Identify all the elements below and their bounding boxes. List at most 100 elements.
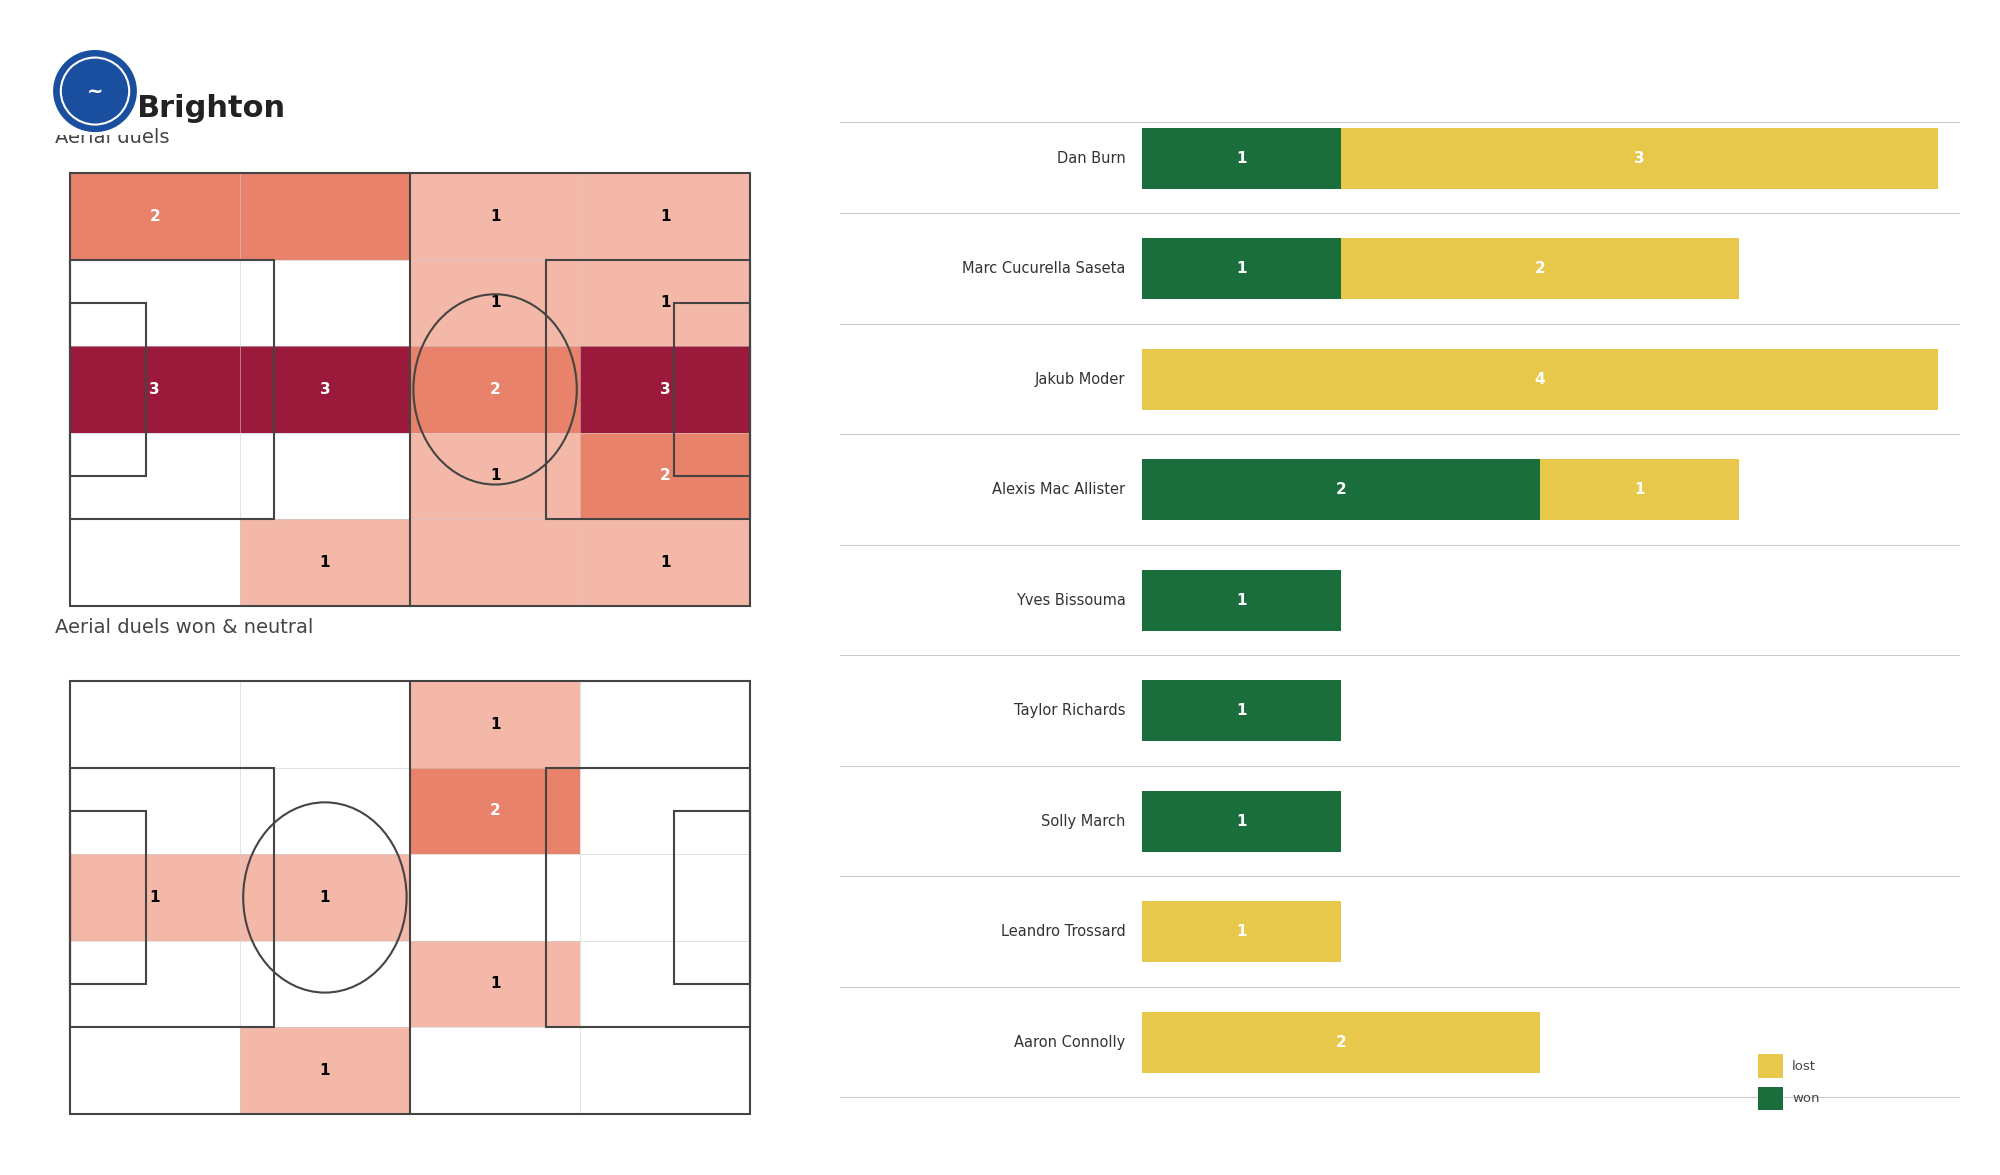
Text: 1: 1	[320, 555, 330, 570]
Bar	[240, 347, 410, 432]
Text: 1: 1	[490, 469, 500, 483]
Bar	[580, 941, 750, 1027]
Bar	[70, 682, 240, 767]
Text: 2: 2	[490, 382, 500, 397]
Text: 4: 4	[1534, 371, 1546, 387]
Text: 1: 1	[1634, 482, 1644, 497]
Bar	[1142, 570, 1342, 631]
Bar	[410, 519, 580, 605]
Text: 1: 1	[150, 889, 160, 905]
Bar	[1142, 791, 1342, 852]
Bar	[410, 941, 580, 1027]
Bar	[1142, 239, 1342, 300]
Bar	[410, 347, 580, 432]
Text: 1: 1	[490, 976, 500, 992]
Bar	[70, 854, 240, 941]
Text: 2: 2	[660, 469, 670, 483]
Bar	[410, 1027, 580, 1114]
Text: Solly March: Solly March	[1042, 814, 1126, 828]
Bar	[1758, 1054, 1784, 1077]
Text: lost: lost	[1792, 1060, 1816, 1073]
Bar	[240, 854, 410, 941]
Text: Taylor Richards: Taylor Richards	[1014, 703, 1126, 718]
Bar	[580, 432, 750, 519]
Text: Yves Bissouma: Yves Bissouma	[1016, 592, 1126, 607]
Text: 1: 1	[1236, 150, 1248, 166]
Bar	[580, 260, 750, 347]
Text: Aerial duels won & neutral: Aerial duels won & neutral	[54, 618, 314, 637]
Bar	[546, 767, 750, 1027]
Bar	[70, 1027, 240, 1114]
Bar	[70, 519, 240, 605]
Text: Brighton: Brighton	[136, 94, 286, 123]
Bar	[1342, 239, 1738, 300]
Bar	[70, 432, 240, 519]
Bar	[1540, 459, 1738, 521]
Bar	[240, 767, 410, 854]
Bar	[240, 519, 410, 605]
Text: 1: 1	[660, 555, 670, 570]
Bar	[1142, 1012, 1540, 1073]
Bar	[410, 173, 580, 260]
Text: 1: 1	[1236, 592, 1248, 607]
Text: 1: 1	[660, 295, 670, 310]
Bar	[1142, 901, 1342, 962]
Text: Alexis Mac Allister: Alexis Mac Allister	[992, 482, 1126, 497]
Text: Marc Cucurella Saseta: Marc Cucurella Saseta	[962, 261, 1126, 276]
Bar	[70, 347, 240, 432]
Text: 2: 2	[1534, 261, 1546, 276]
Bar	[240, 260, 410, 347]
Bar	[70, 173, 240, 260]
Text: 2: 2	[1336, 1035, 1346, 1049]
Text: 1: 1	[660, 209, 670, 224]
Text: 1: 1	[1236, 261, 1248, 276]
Bar	[70, 767, 240, 854]
Circle shape	[54, 52, 136, 130]
Text: 1: 1	[320, 1063, 330, 1077]
Circle shape	[60, 58, 130, 125]
Bar	[580, 854, 750, 941]
Bar	[410, 854, 580, 941]
Bar	[70, 767, 274, 1027]
Bar	[240, 682, 410, 767]
Text: 1: 1	[320, 889, 330, 905]
Bar	[1142, 128, 1342, 188]
Text: 2: 2	[1336, 482, 1346, 497]
Text: Jakub Moder: Jakub Moder	[1036, 371, 1126, 387]
Bar	[546, 260, 750, 519]
Bar	[240, 941, 410, 1027]
Text: Dan Burn: Dan Burn	[1056, 150, 1126, 166]
Bar	[240, 173, 410, 260]
Bar	[240, 432, 410, 519]
Bar	[410, 767, 580, 854]
Bar	[674, 811, 750, 983]
Bar	[1142, 349, 1938, 410]
Bar	[1142, 680, 1342, 741]
Text: ~: ~	[86, 81, 104, 101]
Text: 3: 3	[1634, 150, 1644, 166]
Bar	[580, 682, 750, 767]
Text: 3: 3	[320, 382, 330, 397]
Bar	[70, 260, 274, 519]
Bar	[410, 682, 580, 767]
Text: won: won	[1792, 1092, 1820, 1104]
Text: 1: 1	[490, 295, 500, 310]
Bar	[410, 260, 580, 347]
Bar	[580, 1027, 750, 1114]
Text: 1: 1	[490, 717, 500, 732]
Bar	[70, 173, 750, 605]
Bar	[70, 682, 750, 1114]
Bar	[580, 767, 750, 854]
Bar	[70, 941, 240, 1027]
Bar	[674, 303, 750, 476]
Text: 1: 1	[1236, 814, 1248, 828]
Bar	[410, 432, 580, 519]
Bar	[1142, 459, 1540, 521]
Bar	[240, 1027, 410, 1114]
Text: 1: 1	[490, 209, 500, 224]
Text: 3: 3	[150, 382, 160, 397]
Text: Leandro Trossard: Leandro Trossard	[1000, 925, 1126, 939]
Bar	[70, 303, 146, 476]
Bar	[1758, 1087, 1784, 1110]
Text: Aaron Connolly: Aaron Connolly	[1014, 1035, 1126, 1049]
